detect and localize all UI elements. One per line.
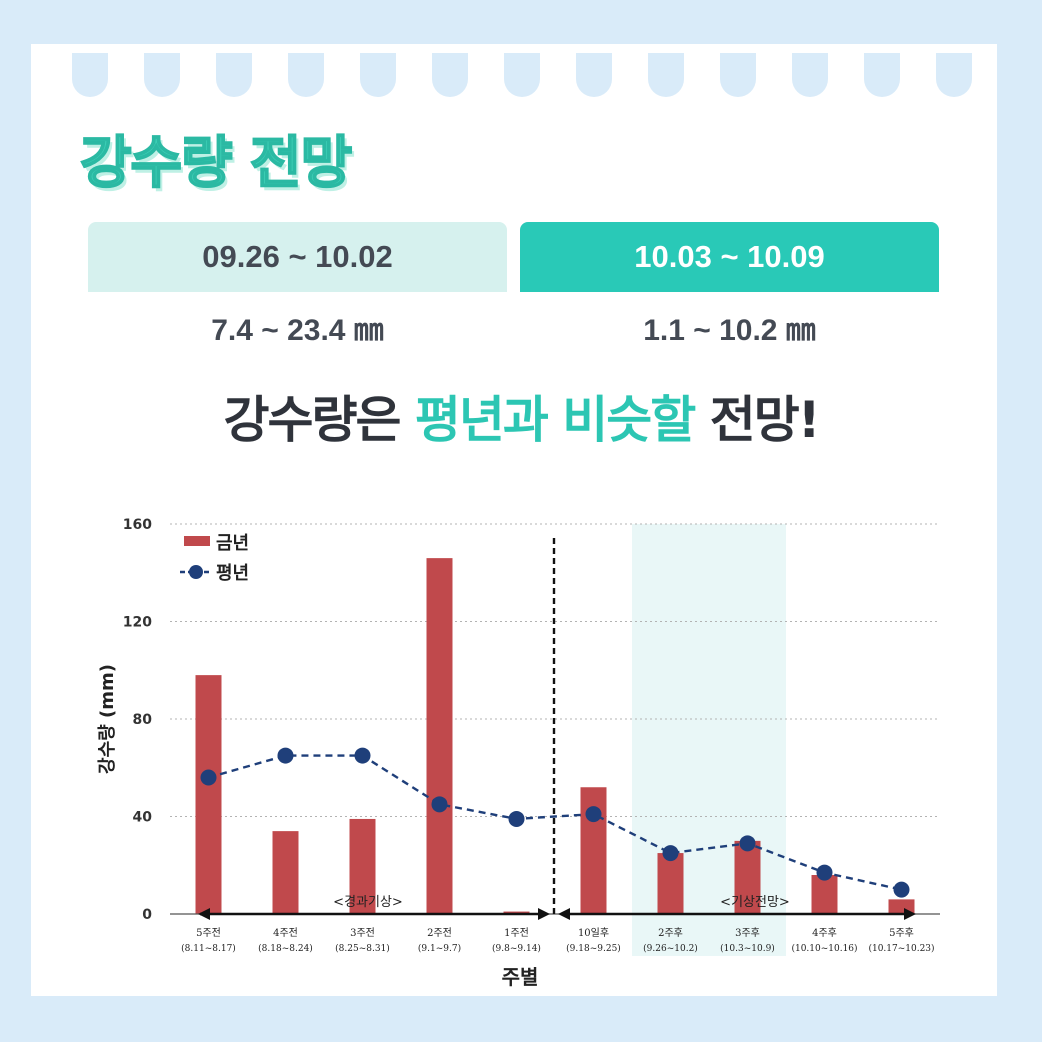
binder-hole	[720, 53, 756, 97]
y-tick-label: 120	[123, 615, 152, 631]
binder-hole	[288, 53, 324, 97]
card	[31, 44, 997, 996]
binder-hole	[576, 53, 612, 97]
bar	[195, 675, 222, 914]
legend-line-marker	[189, 565, 203, 579]
normal-point	[508, 810, 525, 827]
x-tick-label: 5주전	[196, 927, 221, 939]
x-tick-sublabel: (9.8~9.14)	[492, 943, 541, 954]
forecast-highlight-band	[632, 524, 786, 956]
forecast-period-label: <기상전망>	[720, 895, 790, 910]
x-tick-sublabel: (8.25~8.31)	[335, 943, 390, 954]
binder-hole	[432, 53, 468, 97]
x-tick-label: 3주전	[350, 927, 375, 939]
x-tick-label: 5주후	[889, 927, 914, 939]
x-tick-label: 4주전	[273, 927, 298, 939]
arrow-head	[198, 908, 210, 920]
arrow-head	[904, 908, 916, 920]
period-label: 09.26 ~ 10.02	[202, 239, 393, 274]
bar	[734, 840, 761, 914]
normal-point	[200, 769, 217, 786]
binder-hole	[360, 53, 396, 97]
y-tick-label: 160	[123, 517, 152, 533]
binder-hole	[936, 53, 972, 97]
headline-part1: 강수량은	[223, 391, 415, 449]
binder-hole	[144, 53, 180, 97]
y-tick-label: 0	[142, 907, 152, 923]
bar	[272, 831, 299, 914]
arrow-head	[538, 908, 550, 920]
y-tick-label: 40	[133, 810, 153, 826]
normal-point	[354, 747, 371, 764]
bar	[349, 818, 376, 914]
x-tick-label: 1주전	[504, 927, 529, 939]
arrow-head	[558, 908, 570, 920]
period-label: 10.03 ~ 10.09	[634, 239, 825, 274]
period-range-current: 7.4 ~ 23.4 ㎜	[211, 314, 384, 347]
normal-point	[277, 747, 294, 764]
normal-point	[662, 845, 679, 862]
x-tick-label: 2주전	[427, 927, 452, 939]
x-tick-sublabel: (10.3~10.9)	[720, 943, 775, 954]
x-tick-sublabel: (10.10~10.16)	[791, 943, 857, 954]
binder-hole	[72, 53, 108, 97]
headline-highlight: 평년과 비슷할	[414, 391, 696, 449]
x-tick-label: 3주후	[735, 927, 760, 939]
binder-hole	[864, 53, 900, 97]
legend-bar-swatch	[184, 536, 210, 546]
x-axis-label: 주별	[502, 965, 539, 989]
bar	[503, 911, 530, 914]
normal-point	[431, 796, 448, 813]
bar	[657, 853, 684, 914]
x-tick-label: 4주후	[812, 927, 837, 939]
past-period-label: <경과기상>	[333, 895, 403, 910]
x-tick-sublabel: (9.26~10.2)	[643, 943, 698, 954]
period-tab-current: 09.26 ~ 10.02	[88, 222, 507, 292]
x-tick-label: 2주후	[658, 927, 683, 939]
x-tick-label: 10일후	[578, 927, 609, 939]
period-range-next: 1.1 ~ 10.2 ㎜	[643, 314, 816, 347]
normal-point	[893, 881, 910, 898]
normal-line	[208, 754, 902, 891]
x-tick-sublabel: (8.11~8.17)	[181, 943, 236, 954]
normal-point	[739, 835, 756, 852]
headline-part2: 전망!	[694, 391, 821, 449]
bar	[426, 558, 453, 914]
binder-hole	[792, 53, 828, 97]
headline: 강수량은 평년과 비슷할 전망!	[0, 380, 1042, 452]
normal-point	[585, 806, 602, 823]
x-tick-sublabel: (10.17~10.23)	[868, 943, 934, 954]
binder-hole	[504, 53, 540, 97]
x-tick-sublabel: (8.18~8.24)	[258, 943, 313, 954]
y-tick-label: 80	[133, 712, 153, 728]
x-tick-sublabel: (9.18~9.25)	[566, 943, 621, 954]
legend-bar-label: 금년	[216, 533, 249, 554]
normal-point	[816, 864, 833, 881]
page-title: 강수량 전망	[79, 130, 353, 197]
binder-hole	[216, 53, 252, 97]
bar	[811, 875, 838, 914]
binder-hole	[648, 53, 684, 97]
x-tick-sublabel: (9.1~9.7)	[418, 943, 461, 954]
y-axis-label: 강수량 (mm)	[97, 664, 118, 774]
period-tab-next: 10.03 ~ 10.09	[520, 222, 939, 292]
legend-line-label: 평년	[216, 563, 249, 584]
